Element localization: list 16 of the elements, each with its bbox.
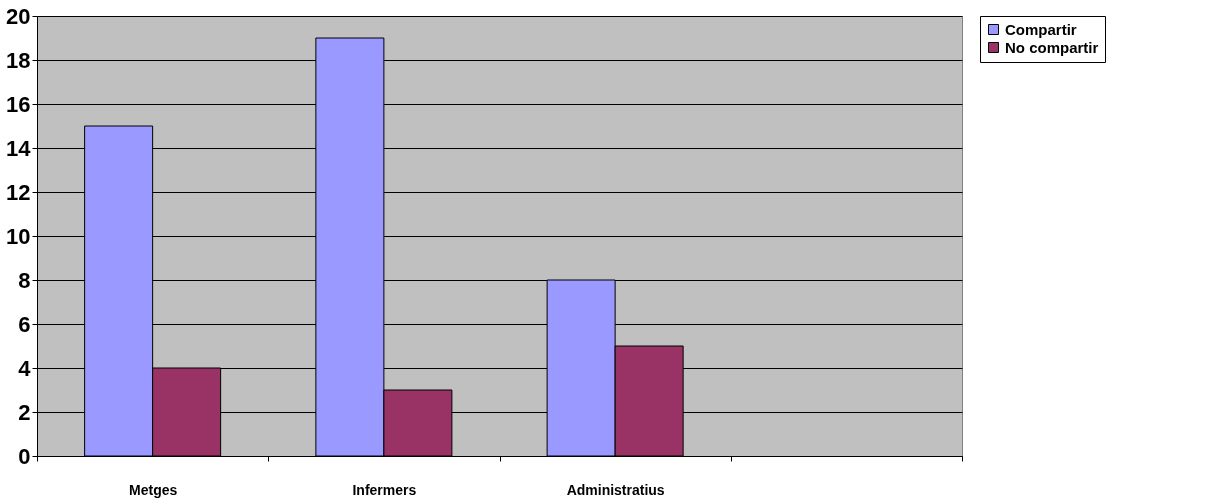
x-tick-label: Administratius: [566, 481, 665, 498]
x-tick-label: Metges: [129, 481, 178, 498]
y-tick-label: 20: [6, 3, 31, 29]
legend-label: Compartir: [1005, 20, 1077, 38]
y-tick-label: 0: [18, 443, 31, 469]
y-tick-label: 6: [18, 311, 31, 337]
legend-label: No compartir: [1005, 38, 1099, 56]
y-tick-label: 8: [18, 267, 31, 293]
y-tick-label: 12: [6, 179, 31, 205]
y-tick-label: 14: [6, 135, 32, 161]
y-tick-label: 16: [6, 91, 31, 117]
x-tick-label: Infermers: [352, 481, 417, 498]
y-tick-label: 2: [18, 399, 31, 425]
y-tick-label: 10: [6, 223, 31, 249]
y-tick-label: 4: [18, 355, 32, 381]
y-tick-label: 18: [6, 47, 31, 73]
